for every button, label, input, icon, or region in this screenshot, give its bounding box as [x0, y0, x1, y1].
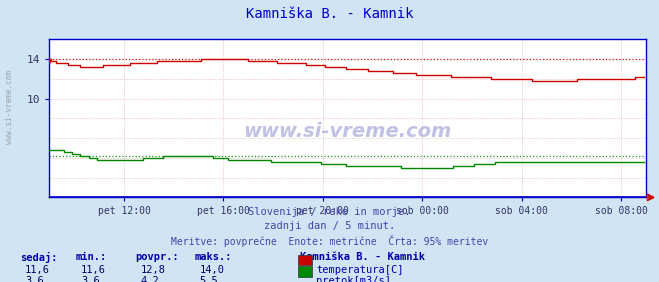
Text: 14,0: 14,0 — [200, 265, 225, 274]
Text: www.si-vreme.com: www.si-vreme.com — [243, 122, 452, 140]
Text: temperatura[C]: temperatura[C] — [316, 265, 404, 274]
Text: zadnji dan / 5 minut.: zadnji dan / 5 minut. — [264, 221, 395, 231]
Text: 11,6: 11,6 — [25, 265, 50, 274]
Text: 3,6: 3,6 — [25, 276, 43, 282]
Text: min.:: min.: — [76, 252, 107, 262]
Text: pretok[m3/s]: pretok[m3/s] — [316, 276, 391, 282]
Text: Meritve: povprečne  Enote: metrične  Črta: 95% meritev: Meritve: povprečne Enote: metrične Črta:… — [171, 235, 488, 248]
Text: Kamniška B. - Kamnik: Kamniška B. - Kamnik — [246, 7, 413, 21]
Text: maks.:: maks.: — [194, 252, 232, 262]
Text: povpr.:: povpr.: — [135, 252, 179, 262]
Text: www.si-vreme.com: www.si-vreme.com — [5, 70, 14, 144]
Text: 11,6: 11,6 — [81, 265, 106, 274]
Text: sedaj:: sedaj: — [20, 252, 57, 263]
Text: 5,5: 5,5 — [200, 276, 218, 282]
Text: 4,2: 4,2 — [140, 276, 159, 282]
Text: Kamniška B. - Kamnik: Kamniška B. - Kamnik — [300, 252, 425, 262]
Text: Slovenija / reke in morje.: Slovenija / reke in morje. — [248, 207, 411, 217]
Text: 3,6: 3,6 — [81, 276, 100, 282]
Text: 12,8: 12,8 — [140, 265, 165, 274]
